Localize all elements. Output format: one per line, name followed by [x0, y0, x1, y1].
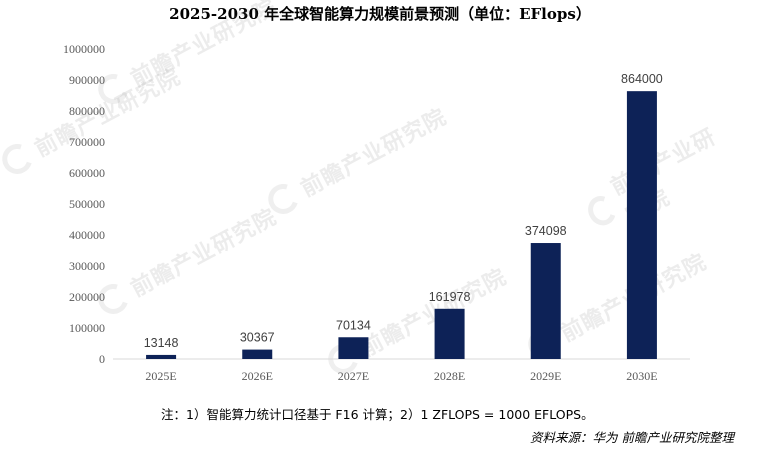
y-tick-label: 600000 — [69, 166, 105, 180]
bar — [338, 337, 369, 359]
data-label: 13148 — [144, 336, 179, 350]
x-tick-label: 2030E — [626, 369, 657, 383]
x-tick-label: 2025E — [145, 369, 176, 383]
y-tick-label: 200000 — [69, 290, 105, 304]
data-label: 374098 — [525, 224, 567, 238]
y-tick-label: 700000 — [69, 135, 105, 149]
y-tick-label: 300000 — [69, 259, 105, 273]
data-source: 资料来源：华为 前瞻产业研究院整理 — [530, 430, 734, 445]
y-tick-label: 900000 — [69, 73, 105, 87]
x-tick-label: 2026E — [242, 369, 273, 383]
bar — [626, 91, 657, 359]
data-label: 864000 — [621, 72, 663, 86]
data-label: 70134 — [336, 318, 371, 332]
y-tick-label: 800000 — [69, 104, 105, 118]
x-tick-label: 2028E — [434, 369, 465, 383]
bar-chart: 0 100000 200000 300000 400000 500000 600000 700… — [63, 42, 690, 383]
data-label: 30367 — [240, 331, 275, 345]
y-tick-label: 1000000 — [63, 42, 105, 56]
x-tick-label: 2029E — [530, 369, 561, 383]
chart-title: 2025-2030 年全球智能算力规模前景预测（单位：EFlops） — [169, 5, 591, 23]
data-label: 161978 — [429, 290, 471, 304]
x-tick-label: 2027E — [338, 369, 369, 383]
y-tick-label: 100000 — [69, 321, 105, 335]
chart-note: 注：1）智能算力统计口径基于 F16 计算；2）1 ZFLOPS = 1000 … — [161, 407, 594, 422]
bar — [146, 354, 177, 359]
bar — [242, 349, 273, 359]
y-tick-label: 500000 — [69, 197, 105, 211]
bar — [530, 243, 561, 359]
y-tick-label: 400000 — [69, 228, 105, 242]
y-tick-label: 0 — [99, 352, 105, 366]
bar — [434, 308, 465, 359]
